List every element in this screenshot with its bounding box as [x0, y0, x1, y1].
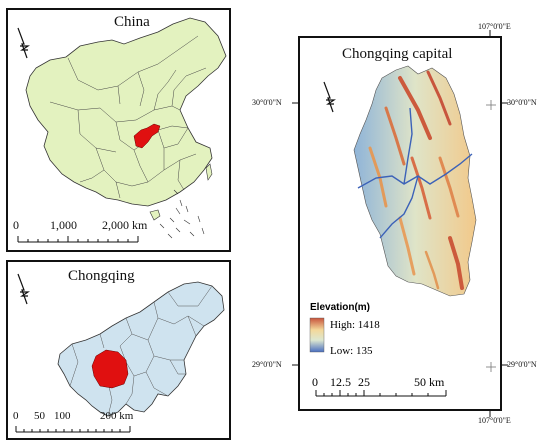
china-scale-label-1000: 1,000	[50, 218, 77, 232]
capital-scale-label-0: 0	[312, 375, 318, 389]
capital-highlight	[91, 349, 129, 389]
chongqing-scale-label-50: 50	[34, 410, 45, 422]
graticule-crosses	[486, 100, 496, 372]
capital-scale-label-25: 25	[358, 375, 370, 389]
capital-panel: Chongqing capital	[298, 36, 502, 411]
taiwan-island	[205, 163, 213, 181]
chongqing-scale-label-0: 0	[13, 410, 19, 422]
capital-elevation-area	[353, 65, 477, 297]
chongqing-title: Chongqing	[68, 268, 135, 284]
hainan-island	[149, 209, 161, 221]
lon-label-bottom: 107°0'0"E	[478, 416, 511, 425]
legend-high: High: 1418	[330, 319, 380, 331]
china-outline	[25, 17, 227, 207]
china-scale-bar	[17, 236, 139, 243]
lat-label-29-right: 29°0'0"N	[507, 360, 537, 369]
north-arrow-icon	[17, 27, 30, 59]
capital-scale-label-50: 50 km	[414, 375, 445, 389]
chongqing-scale-label-100: 100	[54, 410, 71, 422]
north-arrow-icon	[17, 273, 30, 305]
north-arrow-icon	[323, 81, 336, 113]
mountain-ridges	[368, 70, 464, 290]
legend-low: Low: 135	[330, 345, 373, 357]
chongqing-panel: Chongqing	[6, 260, 231, 440]
south-sea-islands	[159, 189, 205, 239]
district-boundaries	[69, 285, 213, 417]
chongqing-map	[15, 273, 225, 433]
capital-title: Chongqing capital	[342, 46, 453, 62]
lat-label-30-right: 30°0'0"N	[507, 98, 537, 107]
legend-title: Elevation(m)	[310, 302, 370, 313]
lat-label-29-left: 29°0'0"N	[252, 360, 282, 369]
lon-label-top: 107°0'0"E	[478, 22, 511, 31]
chongqing-scale-label-200: 200 km	[100, 410, 134, 422]
rivers	[357, 107, 473, 239]
china-panel: China	[6, 8, 231, 252]
china-title: China	[114, 14, 150, 30]
chongqing-highlight	[133, 123, 161, 149]
chongqing-outline	[57, 281, 225, 417]
china-scale-label-2000: 2,000 km	[102, 218, 148, 232]
elevation-map: Elevation(m) High: 1418 Low: 135 0 12.5 …	[309, 65, 496, 397]
capital-scale-label-12-5: 12.5	[330, 375, 351, 389]
elevation-legend-ramp	[309, 317, 325, 353]
china-scale-label-0: 0	[13, 218, 19, 232]
chongqing-scale-bar	[15, 426, 131, 433]
china-map	[17, 17, 227, 243]
lat-label-30-left: 30°0'0"N	[252, 98, 282, 107]
capital-scale-bar	[315, 390, 447, 397]
